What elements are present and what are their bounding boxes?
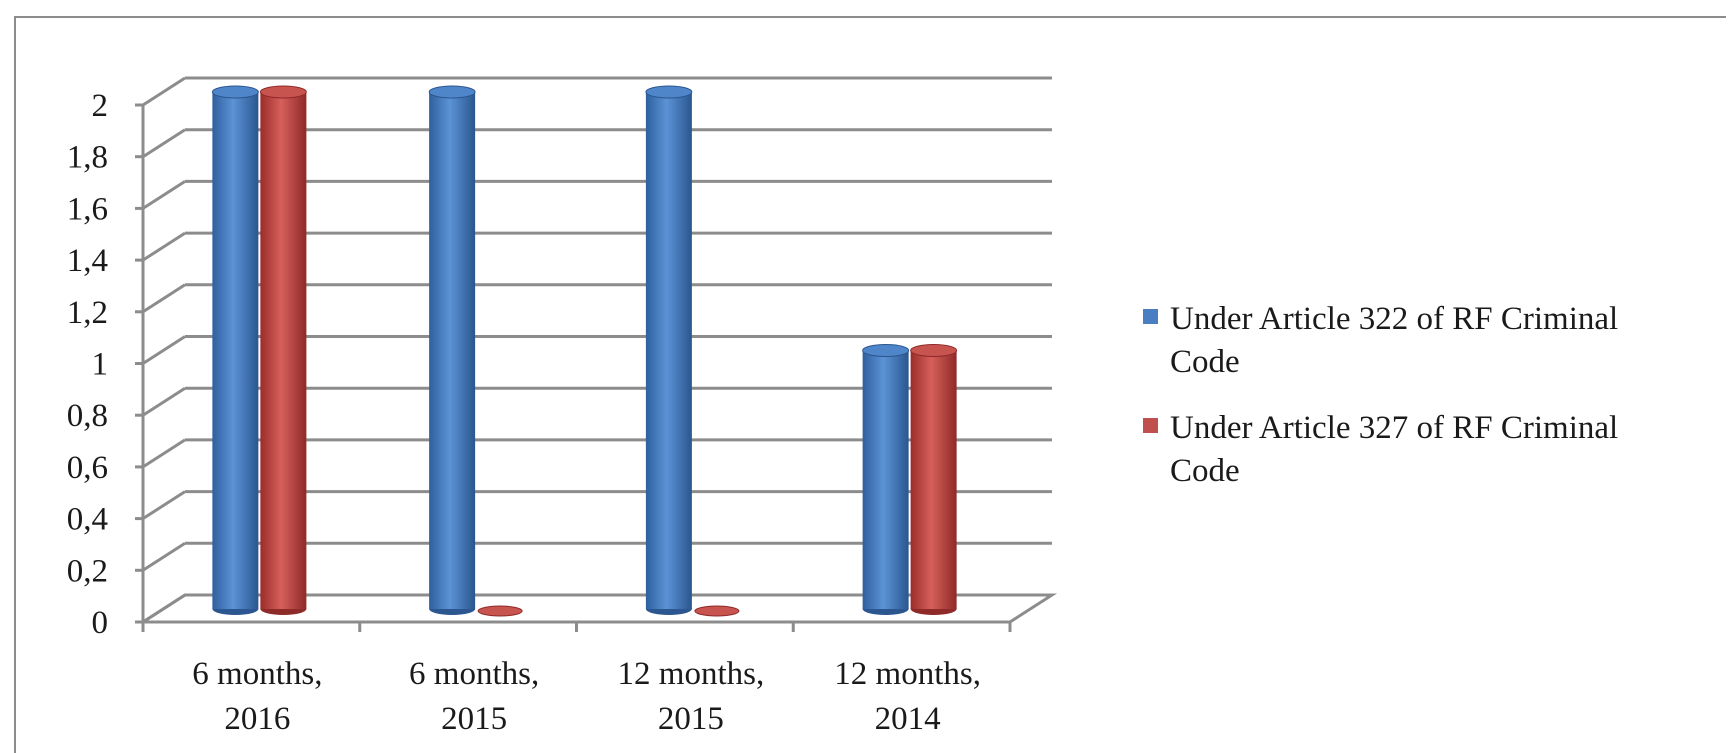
y-tick-label: 0,8 bbox=[67, 398, 108, 434]
legend-label-article-322: Under Article 322 of RF Criminal Code bbox=[1170, 301, 1619, 380]
y-tick-label: 1,6 bbox=[67, 191, 108, 227]
bar-article-322-3 bbox=[862, 344, 910, 615]
x-axis: 6 months, 2016 6 months, 2015 12 months, 2015… bbox=[141, 620, 1012, 737]
x-tick-label: 6 months, bbox=[409, 656, 539, 692]
gridline-side bbox=[142, 438, 186, 469]
legend-item-article-327: Under Article 327 of RF Criminal Code bbox=[1143, 407, 1723, 493]
bar-article-327-3 bbox=[910, 344, 958, 615]
gridline-side bbox=[142, 231, 186, 262]
x-tick-label: 12 months, bbox=[618, 656, 765, 692]
x-tick-label: 2014 bbox=[875, 701, 941, 737]
legend-swatch-blue bbox=[1143, 309, 1158, 324]
y-tick-label: 2 bbox=[92, 88, 109, 124]
y-tick-label: 0,4 bbox=[67, 502, 108, 538]
y-tick-label: 1,2 bbox=[67, 295, 108, 331]
y-tick-label: 0,6 bbox=[67, 450, 108, 486]
gridline-side bbox=[142, 386, 186, 417]
y-tick-label: 1,8 bbox=[67, 140, 108, 176]
x-tick-label: 2015 bbox=[658, 701, 724, 737]
y-tick-label: 0 bbox=[92, 605, 109, 641]
y-tick-label: 1,4 bbox=[67, 243, 108, 279]
gridline-side bbox=[142, 593, 186, 624]
y-tick-label: 0,2 bbox=[67, 553, 108, 589]
y-tick-label: 1 bbox=[92, 347, 109, 383]
bar-article-322-2 bbox=[645, 85, 693, 615]
chart-frame bbox=[14, 16, 1726, 753]
legend: Under Article 322 of RF Criminal Code Un… bbox=[1143, 298, 1723, 516]
bar-article-322-1 bbox=[428, 85, 476, 615]
y-axis: 0 0,2 0,4 0,6 0,8 1 1,2 1,4 1,6 1,8 2 bbox=[67, 88, 145, 641]
bar-article-327-1 bbox=[477, 605, 523, 617]
gridline-side bbox=[142, 76, 186, 107]
legend-label-article-327: Under Article 327 of RF Criminal Code bbox=[1170, 410, 1619, 489]
bar-article-327-0 bbox=[259, 85, 307, 615]
bar-article-322-0 bbox=[211, 85, 259, 615]
legend-item-article-322: Under Article 322 of RF Criminal Code bbox=[1143, 298, 1723, 384]
x-tick-label: 2015 bbox=[441, 701, 507, 737]
gridline-side bbox=[142, 180, 186, 210]
gridline-side bbox=[142, 335, 186, 365]
gridline-side bbox=[142, 128, 186, 158]
legend-swatch-red bbox=[1143, 418, 1158, 433]
bar-article-327-2 bbox=[694, 605, 740, 617]
bars bbox=[211, 85, 958, 617]
gridline-side bbox=[142, 283, 186, 314]
gridline-side bbox=[142, 490, 186, 520]
x-tick-label: 2016 bbox=[224, 701, 290, 737]
gridline-side bbox=[142, 542, 186, 572]
x-tick-label: 12 months, bbox=[834, 656, 981, 692]
x-tick-label: 6 months, bbox=[192, 656, 322, 692]
